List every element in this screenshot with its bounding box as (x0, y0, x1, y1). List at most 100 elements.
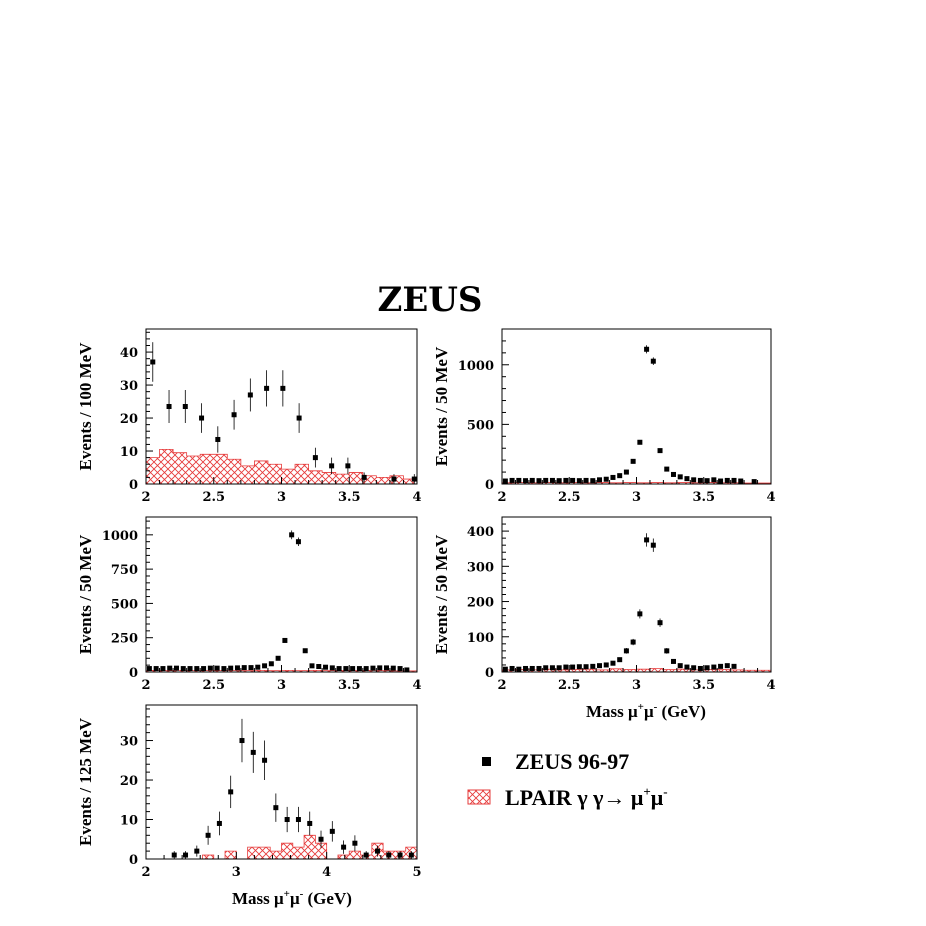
data-point (341, 844, 347, 850)
x-tick-label: 3.5 (692, 678, 715, 693)
data-point (617, 657, 623, 663)
y-tick-label: 500 (111, 597, 138, 612)
y-tick-label: 30 (120, 379, 138, 394)
x-tick-label: 3 (277, 678, 286, 693)
data-point (576, 664, 582, 670)
data-point (302, 648, 308, 654)
data-point (536, 478, 542, 484)
data-point (255, 664, 261, 670)
data-point (374, 848, 380, 854)
legend: ZEUS 96-97 LPAIR γ γ→ μ+μ- (467, 749, 668, 810)
data-point (262, 663, 268, 669)
data-point (623, 648, 629, 654)
data-point (543, 665, 549, 671)
data-point (215, 436, 221, 442)
data-point (697, 477, 703, 483)
data-point (329, 463, 335, 469)
y-tick-label: 250 (111, 632, 138, 647)
y-tick-label: 0 (485, 666, 494, 681)
data-point (201, 666, 207, 672)
data-point (352, 840, 358, 846)
data-point (670, 471, 676, 477)
data-point (603, 476, 609, 482)
y-tick-label: 10 (120, 814, 138, 829)
data-point (316, 664, 322, 670)
x-tick-label: 3.5 (338, 490, 361, 505)
data-point (549, 477, 555, 483)
data-point (250, 749, 256, 755)
data-point (610, 660, 616, 666)
data-point (677, 474, 683, 480)
data-point (650, 358, 656, 364)
data-point (563, 664, 569, 670)
data-point (697, 665, 703, 671)
data-point (751, 479, 757, 485)
plot-frame (501, 516, 772, 673)
data-point (516, 477, 522, 483)
data-point (397, 852, 403, 858)
data-point (411, 476, 417, 482)
data-point (637, 439, 643, 445)
data-point (404, 667, 410, 673)
data-point (275, 655, 281, 661)
data-point (214, 665, 220, 671)
data-point (182, 404, 188, 409)
data-point (597, 663, 603, 669)
data-point (187, 666, 193, 672)
data-point (228, 789, 234, 795)
y-tick-label: 100 (467, 631, 494, 646)
x-tick-label: 4 (412, 678, 421, 693)
data-point (216, 820, 222, 826)
data-point (691, 477, 697, 483)
y-tick-label: 0 (129, 478, 138, 493)
data-point (390, 665, 396, 671)
x-tick-label: 3 (632, 490, 641, 505)
data-point (576, 478, 582, 484)
mc-histogram (146, 834, 418, 860)
data-point (241, 665, 247, 671)
data-point (650, 542, 656, 548)
y-tick-label: 40 (120, 346, 138, 361)
x-tick-label: 3 (232, 865, 241, 880)
data-point (529, 665, 535, 671)
data-point (167, 665, 173, 671)
data-point (516, 666, 522, 672)
legend-mc-swatch (467, 789, 491, 805)
data-point (502, 478, 508, 484)
data-point (296, 415, 302, 421)
x-axis-label: Mass μ+μ- (GeV) (232, 888, 352, 908)
data-point (350, 666, 356, 672)
y-tick-label: 10 (120, 445, 138, 460)
data-point (630, 639, 636, 645)
data-point (677, 663, 683, 669)
data-point (343, 666, 349, 672)
data-point (391, 476, 397, 482)
data-point (329, 828, 335, 834)
data-point (657, 448, 663, 454)
y-axis-label: Events / 50 MeV (432, 534, 451, 654)
data-point (570, 664, 576, 670)
data-point (228, 665, 234, 671)
legend-mc-label-sup1: + (643, 784, 650, 799)
data-point (623, 469, 629, 475)
x-tick-label: 2.5 (558, 490, 581, 505)
data-point (502, 666, 508, 672)
data-point (247, 392, 253, 398)
x-tick-label: 4 (766, 678, 775, 693)
x-tick-label: 3 (277, 490, 286, 505)
data-point (597, 477, 603, 483)
data-point (307, 820, 313, 826)
data-point (363, 666, 369, 672)
data-point (207, 665, 213, 671)
data-point (336, 666, 342, 672)
x-tick-label: 2 (141, 490, 150, 505)
data-point (704, 665, 710, 671)
plot-frame (145, 704, 418, 860)
data-point (318, 836, 324, 842)
x-tick-label: 4 (766, 490, 775, 505)
data-point (657, 620, 663, 626)
x-tick-label: 2 (141, 678, 150, 693)
data-point (384, 665, 390, 671)
